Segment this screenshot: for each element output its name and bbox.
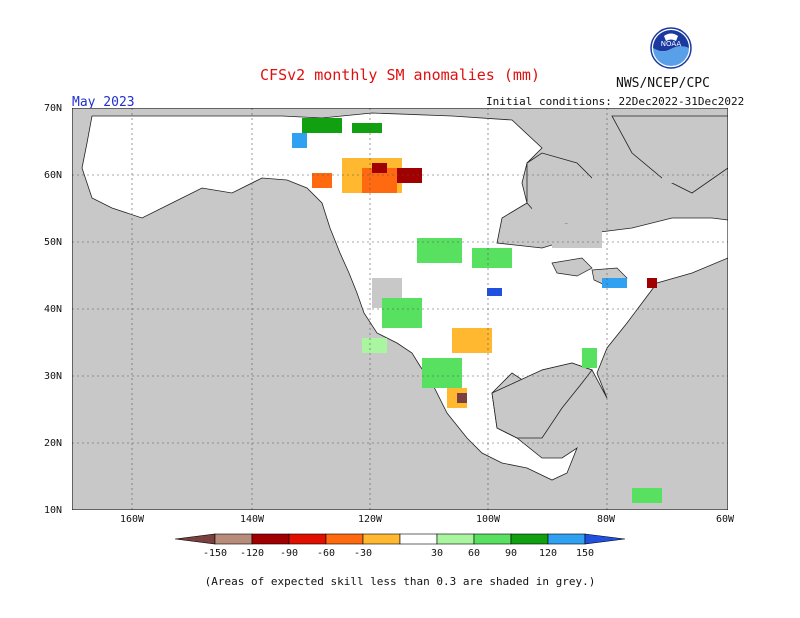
colorbar-left-arrow — [174, 533, 216, 545]
colorbar-tick: -120 — [240, 548, 264, 559]
logo-text: NOAA — [661, 40, 682, 48]
initial-conditions: Initial conditions: 22Dec2022-31Dec2022 — [486, 95, 745, 108]
colorbar-tick: 90 — [505, 548, 517, 559]
lat-label-60n: 60N — [44, 170, 63, 181]
lat-label-40n: 40N — [44, 304, 63, 315]
colorbar-tick: 60 — [468, 548, 480, 559]
lon-label-100w: 100W — [476, 514, 501, 525]
lon-label-80w: 80W — [597, 514, 616, 525]
lon-label-120w: 120W — [358, 514, 383, 525]
anomaly-colorbar: -150 -120 -90 -60 -30 30 60 90 120 150 — [174, 533, 626, 559]
map-title: CFSv2 monthly SM anomalies (mm) — [260, 66, 540, 84]
colorbar-tick: 150 — [576, 548, 594, 559]
low-skill-grey-areas — [322, 153, 702, 313]
colorbar-tick: 30 — [431, 548, 443, 559]
colorbar-right-arrow — [584, 533, 626, 545]
colorbar-tick: -90 — [280, 548, 298, 559]
lat-label-70n: 70N — [44, 103, 63, 114]
graticule — [72, 108, 728, 510]
colorbar-tick: 120 — [539, 548, 557, 559]
negative-anomaly-cells — [312, 158, 657, 408]
colorbar-tick: -30 — [354, 548, 372, 559]
soil-moisture-map — [72, 108, 728, 510]
lat-label-10n: 10N — [44, 505, 63, 516]
colorbar-tick: -150 — [203, 548, 227, 559]
lon-label-60w: 60W — [716, 514, 735, 525]
gulf-of-mexico — [491, 362, 593, 439]
lat-label-20n: 20N — [44, 438, 63, 449]
positive-anomaly-cells — [292, 118, 662, 503]
lon-label-140w: 140W — [240, 514, 265, 525]
lon-label-160w: 160W — [120, 514, 145, 525]
skill-footnote: (Areas of expected skill less than 0.3 a… — [204, 575, 596, 588]
lat-label-50n: 50N — [44, 237, 63, 248]
agency-label: NWS/NCEP/CPC — [616, 76, 710, 91]
colorbar-tick: -60 — [317, 548, 335, 559]
noaa-logo-icon: NOAA — [650, 27, 692, 69]
forecast-month: May 2023 — [72, 95, 135, 110]
lat-label-30n: 30N — [44, 371, 63, 382]
